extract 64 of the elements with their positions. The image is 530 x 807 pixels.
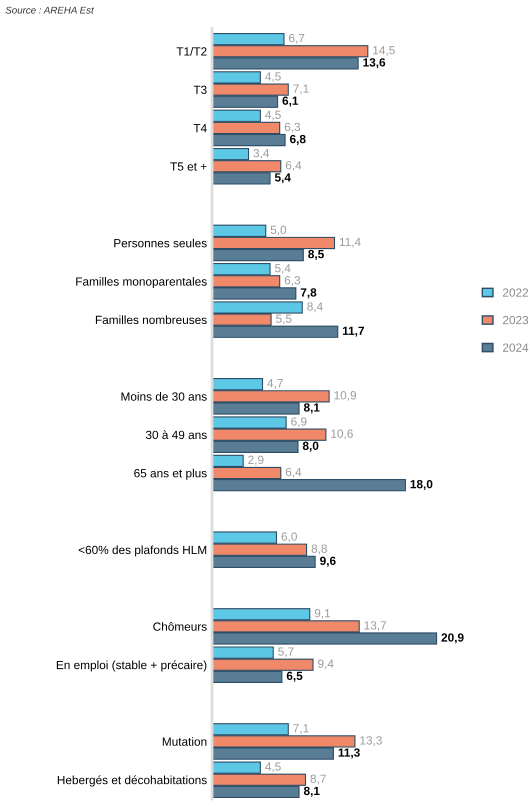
y-tick-label: T3 <box>194 86 207 94</box>
legend-label: 2022 <box>502 288 528 297</box>
data-label: 6,8 <box>290 134 306 145</box>
data-label: 6,9 <box>291 417 306 428</box>
data-label: 11,3 <box>338 748 360 758</box>
data-label: 8,0 <box>302 442 318 452</box>
data-label: 6,0 <box>282 532 297 542</box>
data-label: 7,8 <box>300 288 316 298</box>
data-label: 6,4 <box>286 468 302 478</box>
y-tick-label: Familles monoparentales <box>76 277 207 288</box>
data-label: 8,7 <box>310 774 326 784</box>
data-label: 5,4 <box>274 264 291 274</box>
data-label: 10,9 <box>334 391 356 401</box>
y-tick-label: T1/T2 <box>176 46 207 56</box>
y-tick-label: Personnes seules <box>114 238 207 248</box>
data-label: 6,3 <box>284 276 300 286</box>
data-label: 7,1 <box>293 724 309 734</box>
data-label: 5,7 <box>278 648 294 658</box>
data-label: 5,0 <box>270 226 286 236</box>
data-label: 18,0 <box>410 480 432 490</box>
data-label: 11,7 <box>342 326 364 337</box>
y-tick-label: <60% des plafonds HLM <box>78 545 206 556</box>
y-tick-label: Moins de 30 ans <box>121 392 207 401</box>
data-label: 14,5 <box>373 46 395 56</box>
data-label: 8,1 <box>304 403 320 414</box>
data-label: 2,9 <box>248 456 264 466</box>
y-tick-label: Hebergés et décohabitations <box>58 775 207 787</box>
data-label: 8,5 <box>308 250 324 260</box>
data-label: 4,5 <box>265 110 281 120</box>
data-label: 7,1 <box>293 84 309 94</box>
data-label: 13,7 <box>364 621 386 631</box>
data-label: 13,6 <box>363 58 386 68</box>
data-label: 9,4 <box>318 660 334 670</box>
y-tick-label: 65 ans et plus <box>134 468 207 480</box>
y-tick-label: T4 <box>194 124 207 132</box>
data-label: 6,1 <box>282 96 298 107</box>
source-note: Source : AREHA Est <box>6 6 94 14</box>
data-label: 6,4 <box>286 161 302 171</box>
data-label: 8,8 <box>312 544 327 554</box>
data-label: 9,6 <box>320 556 336 567</box>
data-label: 6,7 <box>289 34 304 44</box>
y-tick-label: Mutation <box>162 737 206 746</box>
data-label: 8,4 <box>307 302 323 312</box>
data-label: 3,4 <box>253 148 270 159</box>
y-tick-label: T5 et + <box>170 162 207 171</box>
legend-label: 2023 <box>502 316 528 324</box>
y-tick-label: Chômeurs <box>153 622 207 631</box>
data-label: 8,1 <box>304 786 320 797</box>
data-label: 11,4 <box>340 238 361 248</box>
y-tick-label: Familles nombreuses <box>96 315 207 324</box>
data-label: 4,5 <box>265 762 281 772</box>
data-label: 4,7 <box>267 379 283 389</box>
data-label: 20,9 <box>441 633 464 644</box>
legend-label: 2024 <box>502 343 528 352</box>
data-label: 5,4 <box>274 173 291 184</box>
data-label: 6,3 <box>284 122 300 132</box>
data-label: 9,1 <box>314 609 330 619</box>
data-label: 5,5 <box>276 314 292 324</box>
data-label: 13,3 <box>360 736 382 746</box>
data-label: 4,5 <box>265 72 281 82</box>
y-tick-label: 30 à 49 ans <box>146 430 207 440</box>
data-label: 6,5 <box>286 672 302 682</box>
y-tick-label: En emploi (stable + précaire) <box>56 660 206 672</box>
data-label: 10,6 <box>331 429 353 440</box>
